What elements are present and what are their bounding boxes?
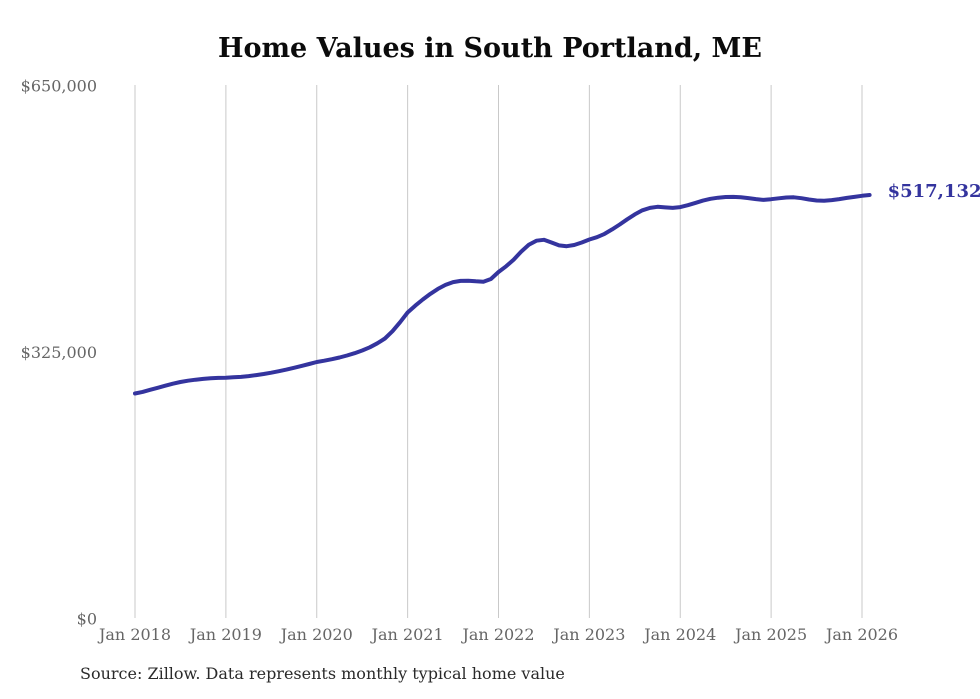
y-tick-label: $0 [77,610,97,629]
vertical-gridlines [134,85,863,618]
x-tick-label: Jan 2018 [97,625,171,644]
x-tick-label: Jan 2025 [733,625,807,644]
x-tick-label: Jan 2022 [460,625,534,644]
x-tick-label: Jan 2026 [824,625,898,644]
source-note: Source: Zillow. Data represents monthly … [80,664,565,683]
x-tick-label: Jan 2019 [188,625,262,644]
y-tick-label: $650,000 [21,77,97,96]
y-tick-label: $325,000 [21,343,97,362]
chart-title: Home Values in South Portland, ME [218,33,762,64]
x-tick-label: Jan 2024 [642,625,716,644]
end-value-label: $517,132 [888,181,980,202]
x-axis-tick-labels: Jan 2018 Jan 2019 Jan 2020 Jan 2021 Jan 2022… [97,625,898,644]
chart-canvas: Home Values in South Portland, ME $0 $325… [21,33,980,644]
home-value-line [133,193,872,396]
x-tick-label: Jan 2020 [279,625,353,644]
x-tick-label: Jan 2023 [551,625,625,644]
x-tick-label: Jan 2021 [370,625,444,644]
y-axis-tick-labels: $0 $325,000 $650,000 [21,77,97,629]
